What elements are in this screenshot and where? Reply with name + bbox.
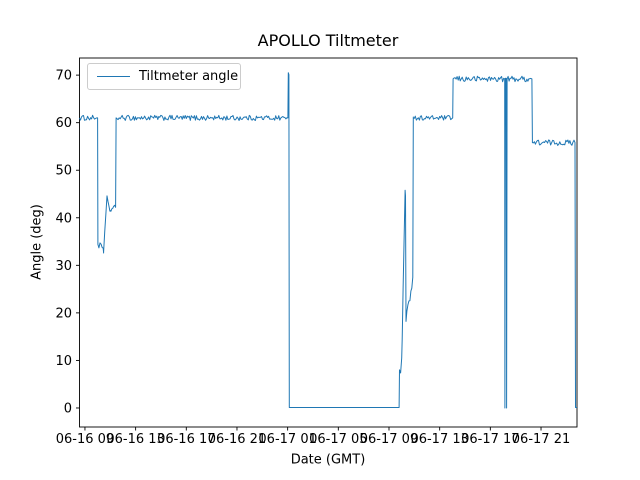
y-tick-label: 50	[55, 164, 72, 179]
x-tick-label: 06-16 13	[106, 432, 164, 447]
x-tick-label: 06-16 17	[157, 432, 215, 447]
x-tick-label: 06-17 09	[360, 432, 418, 447]
y-tick-label: 70	[55, 69, 72, 84]
x-tick-label: 06-17 17	[461, 432, 519, 447]
x-axis-title: Date (GMT)	[290, 452, 366, 468]
legend-line-sample-icon	[97, 76, 130, 77]
x-tick-label: 06-17 21	[512, 432, 570, 447]
y-tick-label: 20	[55, 306, 72, 321]
y-tick-label: 40	[55, 211, 72, 226]
y-tick-label: 60	[55, 116, 72, 131]
x-tick-label: 06-17 05	[309, 432, 367, 447]
chart-title: APOLLO Tiltmeter	[257, 31, 399, 50]
x-tick-label: 06-17 13	[410, 432, 468, 447]
tiltmeter-angle-line	[79, 72, 577, 409]
legend-box: Tiltmeter angle	[87, 63, 241, 90]
legend-entry-label: Tiltmeter angle	[139, 69, 239, 84]
axes-frame	[79, 57, 578, 428]
x-tick-label: 06-16 09	[56, 432, 114, 447]
y-tick-label: 0	[64, 401, 72, 416]
y-tick-label: 30	[55, 259, 72, 274]
y-tick-label: 10	[55, 354, 72, 369]
x-tick-label: 06-17 01	[258, 432, 316, 447]
x-tick-label: 06-16 21	[208, 432, 266, 447]
y-axis-title: Angle (deg)	[29, 204, 45, 280]
